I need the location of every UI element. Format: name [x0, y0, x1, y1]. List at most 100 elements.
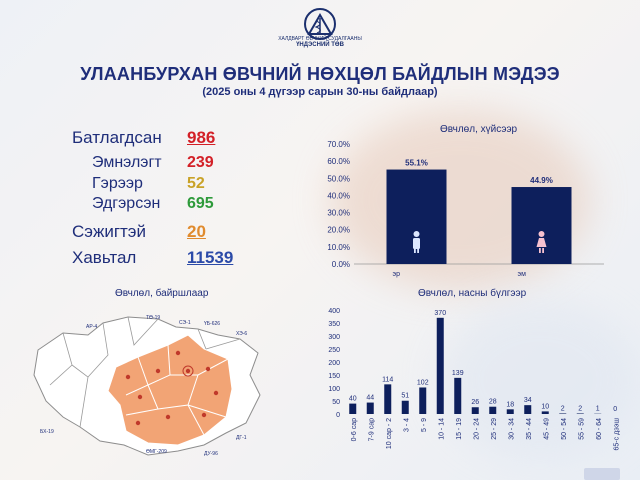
- stat-contacts-label: Хавьтал: [72, 248, 137, 267]
- stat-contacts: Хавьтал 11539: [72, 248, 233, 268]
- age-category-label: 50 - 54: [561, 418, 568, 440]
- age-data-label: 51: [401, 393, 409, 400]
- age-category-label: 45 - 49: [543, 418, 550, 440]
- age-data-label: 1: [596, 406, 600, 413]
- background-photo-2: [440, 300, 640, 460]
- age-bar: [541, 411, 549, 414]
- map-label-0: АР-4: [86, 324, 97, 330]
- age-bar: [366, 402, 374, 414]
- age-data-label: 18: [506, 401, 514, 408]
- age-category-label: 20 - 24: [473, 418, 480, 440]
- gender-category-label: эм: [518, 271, 527, 278]
- logo-line-1: ХАЛДВАРТ ӨВЧНИЙ СУДАЛГААНЫ: [278, 36, 362, 42]
- age-data-label: 44: [366, 395, 374, 402]
- stat-suspected-label: Сэжигтэй: [72, 222, 146, 241]
- age-bar: [576, 413, 584, 414]
- age-category-label: 15 - 19: [456, 418, 463, 440]
- age-category-label: 30 - 34: [508, 418, 515, 440]
- age-category-label: 35 - 44: [526, 418, 533, 440]
- gender-y-tick: 30.0%: [327, 209, 350, 218]
- map-title: Өвчлөл, байршлаар: [115, 288, 209, 299]
- age-data-label: 0: [613, 406, 617, 413]
- age-data-label: 10: [541, 403, 549, 410]
- gender-data-label: 55.1%: [405, 159, 428, 168]
- footer-badge: [584, 468, 620, 480]
- stat-hospital-label: Эмнэлэгт: [92, 154, 162, 171]
- age-bar: [349, 403, 357, 414]
- gender-y-tick: 20.0%: [327, 226, 350, 235]
- stat-home: Гэрээр 52: [92, 175, 205, 193]
- age-bar: [436, 317, 444, 414]
- stat-hospital: Эмнэлэгт 239: [92, 154, 214, 172]
- age-category-label: 25 - 29: [491, 418, 498, 440]
- age-category-label: 3 - 4: [403, 418, 410, 432]
- stat-recovered: Эдгэрсэн 695: [92, 195, 214, 213]
- female-icon: [536, 231, 547, 253]
- age-bar: [419, 387, 427, 414]
- age-category-label: 60 - 64: [596, 418, 603, 440]
- age-data-label: 2: [561, 405, 565, 412]
- age-bar: [384, 384, 392, 414]
- logo-text: ХАЛДВАРТ ӨВЧНИЙ СУДАЛГААНЫ ҮНДЭСНИЙ ТӨВ: [270, 36, 370, 48]
- logo-icon: [304, 8, 336, 40]
- gender-data-label: 44.9%: [530, 176, 553, 185]
- age-category-label: 5 - 9: [421, 418, 428, 432]
- map-label-5: БХ-19: [40, 429, 54, 435]
- age-y-tick: 200: [328, 360, 340, 367]
- age-data-label: 102: [417, 379, 429, 386]
- age-bar: [506, 409, 514, 414]
- age-bar: [489, 406, 497, 414]
- age-category-label: 7-9 сар: [368, 418, 375, 441]
- age-data-label: 34: [524, 397, 532, 404]
- age-category-label: 10 - 14: [438, 418, 445, 440]
- stat-home-label: Гэрээр: [92, 175, 143, 192]
- age-category-label: 55 - 59: [578, 418, 585, 440]
- stat-home-value: 52: [187, 175, 205, 192]
- age-data-label: 2: [578, 405, 582, 412]
- stat-confirmed: Батлагдсан 986: [72, 128, 215, 148]
- gender-y-tick: 0.0%: [332, 260, 350, 269]
- province-map: АР-4 ТӨ-19 СЭ-1 ҮБ-626 ХЭ-6 БХ-19 ӨМГ-20…: [33, 315, 261, 457]
- age-data-label: 139: [452, 370, 464, 377]
- page-title: УЛААНБУРХАН ӨВЧНИЙ НӨХЦӨЛ БАЙДЛЫН МЭДЭЭ: [80, 64, 560, 84]
- gender-bar: [511, 187, 572, 264]
- case-markers: [125, 350, 219, 426]
- map-label-1: ТӨ-19: [146, 315, 160, 321]
- age-bar: [401, 400, 409, 414]
- age-category-label: 65-с дээш: [613, 418, 620, 451]
- age-bar: [559, 413, 567, 414]
- male-icon: [413, 231, 420, 253]
- age-bar: [524, 405, 532, 414]
- stat-confirmed-label: Батлагдсан: [72, 128, 162, 147]
- gender-chart-title: Өвчлөл, хүйсээр: [440, 124, 518, 135]
- age-bar: [454, 377, 462, 414]
- gender-y-tick: 10.0%: [327, 243, 350, 252]
- gender-category-label: эр: [393, 271, 401, 278]
- page-subtitle: (2025 оны 4 дүгээр сарын 30-ны байдлаар): [202, 86, 438, 98]
- age-y-tick: 300: [328, 334, 340, 341]
- gender-bar: [386, 169, 447, 264]
- age-y-tick: 100: [328, 386, 340, 393]
- stat-confirmed-value: 986: [187, 128, 216, 147]
- gender-y-tick: 70.0%: [327, 140, 350, 149]
- age-category-label: 0-6 сар: [351, 418, 358, 441]
- gender-y-tick: 40.0%: [327, 191, 350, 200]
- gender-chart: 0.0% 10.0% 20.0% 30.0% 40.0% 50.0% 60.0% 70.0% 5…: [327, 140, 604, 278]
- age-data-label: 40: [349, 396, 357, 403]
- age-data-label: 26: [471, 399, 479, 406]
- stat-contacts-value: 11539: [187, 248, 234, 267]
- age-y-tick: 50: [332, 399, 340, 406]
- stat-recovered-label: Эдгэрсэн: [92, 195, 161, 212]
- age-y-tick: 150: [328, 373, 340, 380]
- map-label-7: ДГ-1: [236, 435, 247, 441]
- map-label-2: СЭ-1: [179, 320, 191, 326]
- age-data-label: 114: [382, 376, 393, 383]
- map-label-3: ҮБ-626: [204, 321, 220, 327]
- age-y-tick: 350: [328, 321, 340, 328]
- age-bar: [471, 407, 479, 414]
- gender-y-tick: 60.0%: [327, 157, 350, 166]
- age-y-tick: 0: [336, 412, 340, 419]
- map-label-4: ХЭ-6: [236, 331, 247, 337]
- stat-recovered-value: 695: [187, 195, 214, 212]
